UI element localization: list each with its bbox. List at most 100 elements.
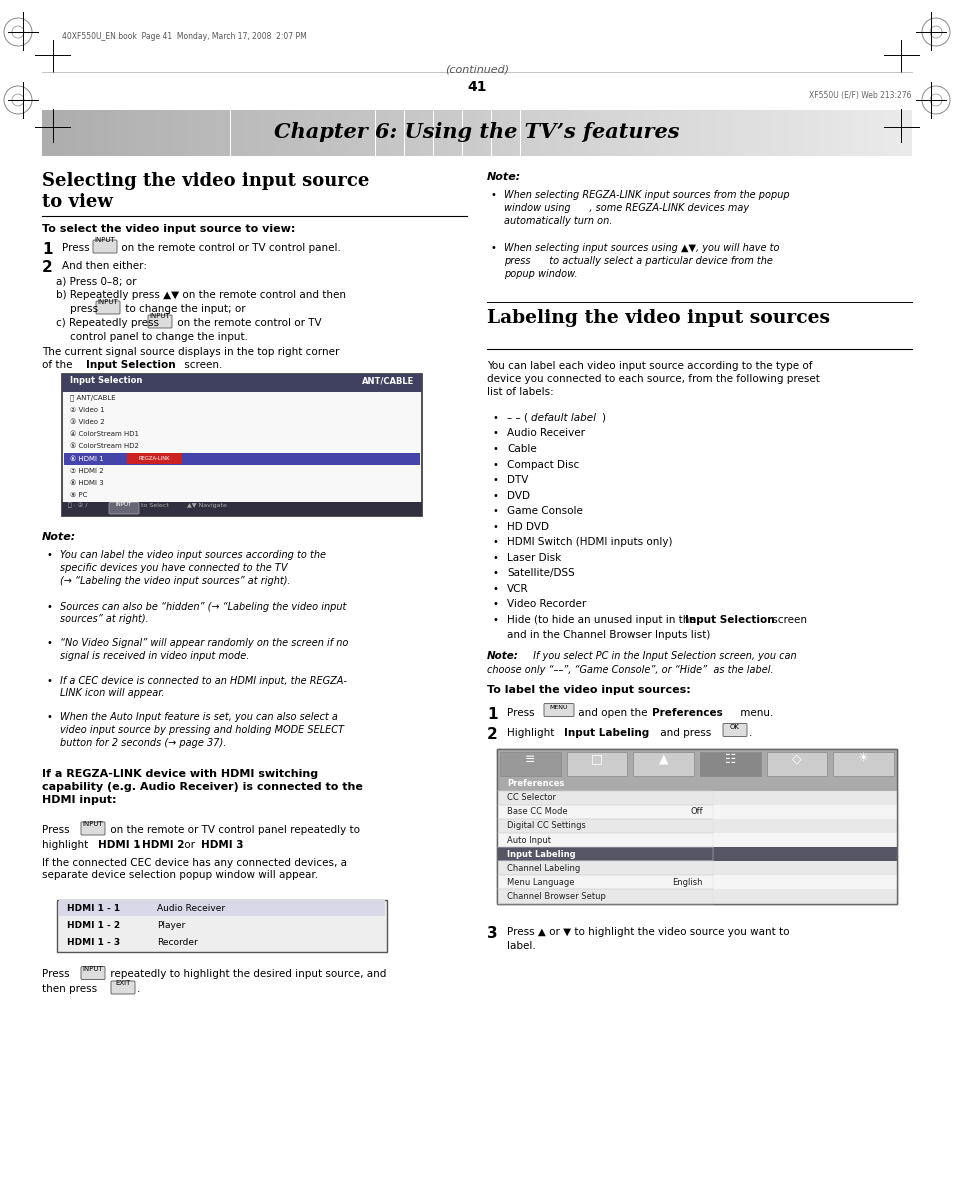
Bar <box>151 110 158 156</box>
Bar <box>165 110 172 156</box>
Bar <box>788 110 795 156</box>
Bar <box>497 890 896 903</box>
Bar <box>412 110 418 156</box>
Text: and open the: and open the <box>575 707 650 717</box>
Text: ANT/CABLE: ANT/CABLE <box>361 376 414 385</box>
Bar <box>766 110 774 156</box>
Text: press: press <box>70 304 101 314</box>
Bar <box>440 110 448 156</box>
Bar <box>701 110 708 156</box>
Text: c) Repeatedly press: c) Repeatedly press <box>56 319 162 328</box>
Text: ⑨ PC: ⑨ PC <box>70 493 88 499</box>
Bar <box>752 110 759 156</box>
Text: b) Repeatedly press ▲▼ on the remote control and then: b) Repeatedly press ▲▼ on the remote con… <box>56 290 346 299</box>
Text: When the Auto Input feature is set, you can also select a
video input source by : When the Auto Input feature is set, you … <box>60 712 344 748</box>
Text: INPUT: INPUT <box>97 298 118 304</box>
Text: screen.: screen. <box>181 360 222 370</box>
Bar <box>730 110 738 156</box>
Text: English: English <box>672 878 702 886</box>
Bar <box>498 110 505 156</box>
Text: on the remote control or TV: on the remote control or TV <box>173 319 321 328</box>
Bar <box>317 110 324 156</box>
FancyBboxPatch shape <box>109 502 139 514</box>
Text: Channel Labeling: Channel Labeling <box>506 864 579 873</box>
Bar <box>237 110 245 156</box>
Text: CC Selector: CC Selector <box>506 793 556 802</box>
Text: 2: 2 <box>486 727 497 742</box>
Bar <box>563 110 571 156</box>
Bar <box>513 110 520 156</box>
Bar <box>86 110 92 156</box>
Bar <box>527 110 535 156</box>
Bar <box>179 110 187 156</box>
Text: Auto Input: Auto Input <box>506 835 551 845</box>
Bar <box>252 110 259 156</box>
Bar <box>557 110 563 156</box>
Text: Audio Receiver: Audio Receiver <box>506 428 584 439</box>
Bar <box>281 110 288 156</box>
Text: Digital CC Settings: Digital CC Settings <box>506 822 585 830</box>
Text: ☀: ☀ <box>857 753 868 766</box>
Text: Press: Press <box>42 970 72 979</box>
Text: ② Video 1: ② Video 1 <box>70 407 105 413</box>
Bar <box>497 890 712 903</box>
Bar <box>455 110 462 156</box>
Bar <box>59 901 385 916</box>
FancyBboxPatch shape <box>722 723 746 736</box>
Bar <box>665 110 672 156</box>
Bar <box>136 110 143 156</box>
Text: Note:: Note: <box>42 532 76 542</box>
Bar <box>59 917 385 933</box>
Text: HDMI 1: HDMI 1 <box>98 840 140 849</box>
Bar <box>585 110 593 156</box>
Text: Audio Receiver: Audio Receiver <box>157 903 225 913</box>
Bar <box>497 805 896 818</box>
Text: ④ ColorStream HD1: ④ ColorStream HD1 <box>70 432 139 438</box>
FancyBboxPatch shape <box>92 240 117 253</box>
Text: Player: Player <box>157 921 185 931</box>
Bar <box>127 453 182 464</box>
Bar <box>78 110 86 156</box>
Text: ▲: ▲ <box>659 753 668 766</box>
Bar <box>882 110 889 156</box>
Text: ▲▼ Navigate: ▲▼ Navigate <box>187 502 227 507</box>
Bar <box>817 110 824 156</box>
Text: And then either:: And then either: <box>62 261 147 271</box>
Text: or: or <box>181 840 198 849</box>
Bar <box>382 110 390 156</box>
Text: Preferences: Preferences <box>651 707 722 717</box>
Bar <box>833 752 893 775</box>
Text: You can label the video input sources according to the
specific devices you have: You can label the video input sources ac… <box>60 550 326 586</box>
Text: highlight: highlight <box>42 840 91 849</box>
Text: Hide (to hide an unused input in the: Hide (to hide an unused input in the <box>506 614 699 624</box>
Text: – – (: – – ( <box>506 413 527 424</box>
Bar <box>505 110 513 156</box>
Bar <box>795 110 802 156</box>
Text: REGZA-LINK: REGZA-LINK <box>138 456 170 462</box>
Text: Press: Press <box>62 243 92 253</box>
Bar <box>274 110 281 156</box>
Text: 41: 41 <box>467 80 486 94</box>
Bar <box>497 818 896 833</box>
Bar <box>62 501 421 517</box>
Bar <box>172 110 179 156</box>
Text: Note:: Note: <box>486 650 518 661</box>
Bar <box>535 110 541 156</box>
Bar <box>759 110 766 156</box>
Text: •: • <box>46 601 51 612</box>
Bar <box>42 110 50 156</box>
Text: VCR: VCR <box>506 583 528 593</box>
Bar <box>484 110 491 156</box>
Bar <box>332 110 339 156</box>
Text: and press: and press <box>657 728 714 737</box>
Bar <box>614 110 621 156</box>
Text: □: □ <box>591 753 602 766</box>
Text: Off: Off <box>690 808 702 816</box>
Text: Base CC Mode: Base CC Mode <box>506 808 567 816</box>
Text: •: • <box>493 568 498 577</box>
Bar <box>59 935 385 951</box>
FancyBboxPatch shape <box>543 704 574 717</box>
Bar <box>658 110 665 156</box>
Text: and in the Channel Browser Inputs list): and in the Channel Browser Inputs list) <box>506 630 710 639</box>
Text: default label: default label <box>531 413 596 424</box>
